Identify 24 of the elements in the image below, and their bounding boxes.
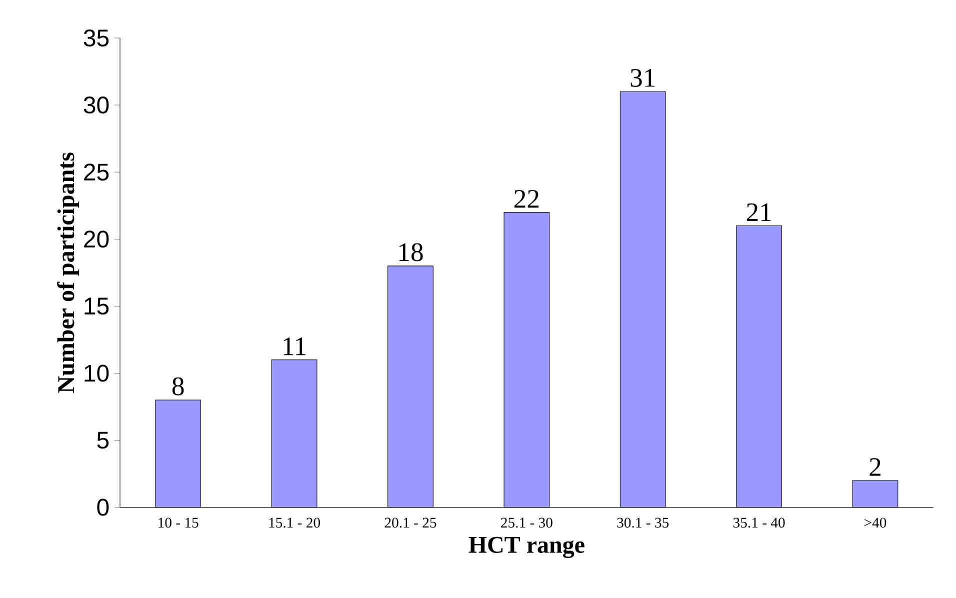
x-tick-label: 20.1 - 25 xyxy=(384,518,436,528)
y-tick-label: 10 xyxy=(84,364,109,382)
x-tick-label: 35.1 - 40 xyxy=(733,518,785,528)
x-tick-label: 25.1 - 30 xyxy=(501,518,552,528)
y-tick-label: 35 xyxy=(84,29,109,46)
y-tick-label: 0 xyxy=(97,498,109,516)
y-tick-label: 25 xyxy=(84,164,109,181)
data-label: 2 xyxy=(870,458,880,476)
x-tick-label: >40 xyxy=(864,518,886,528)
data-label: 11 xyxy=(284,338,306,356)
y-tick-label: 15 xyxy=(84,298,109,315)
data-label: 31 xyxy=(630,69,655,87)
x-tick-label: 15.1 - 20 xyxy=(269,518,320,528)
x-axis-title: HCT range xyxy=(468,536,584,558)
x-tick-label: 10 - 15 xyxy=(158,518,198,528)
y-tick-label: 20 xyxy=(84,230,109,248)
data-label: 22 xyxy=(514,190,539,208)
y-tick-label: 30 xyxy=(84,96,109,114)
y-axis-title: Number of participants xyxy=(57,152,80,393)
data-label: 21 xyxy=(746,203,771,222)
x-tick-label: 30.1 - 35 xyxy=(617,518,669,528)
y-tick-label: 5 xyxy=(97,432,109,449)
data-label: 18 xyxy=(399,243,423,262)
data-label: 8 xyxy=(172,377,184,396)
